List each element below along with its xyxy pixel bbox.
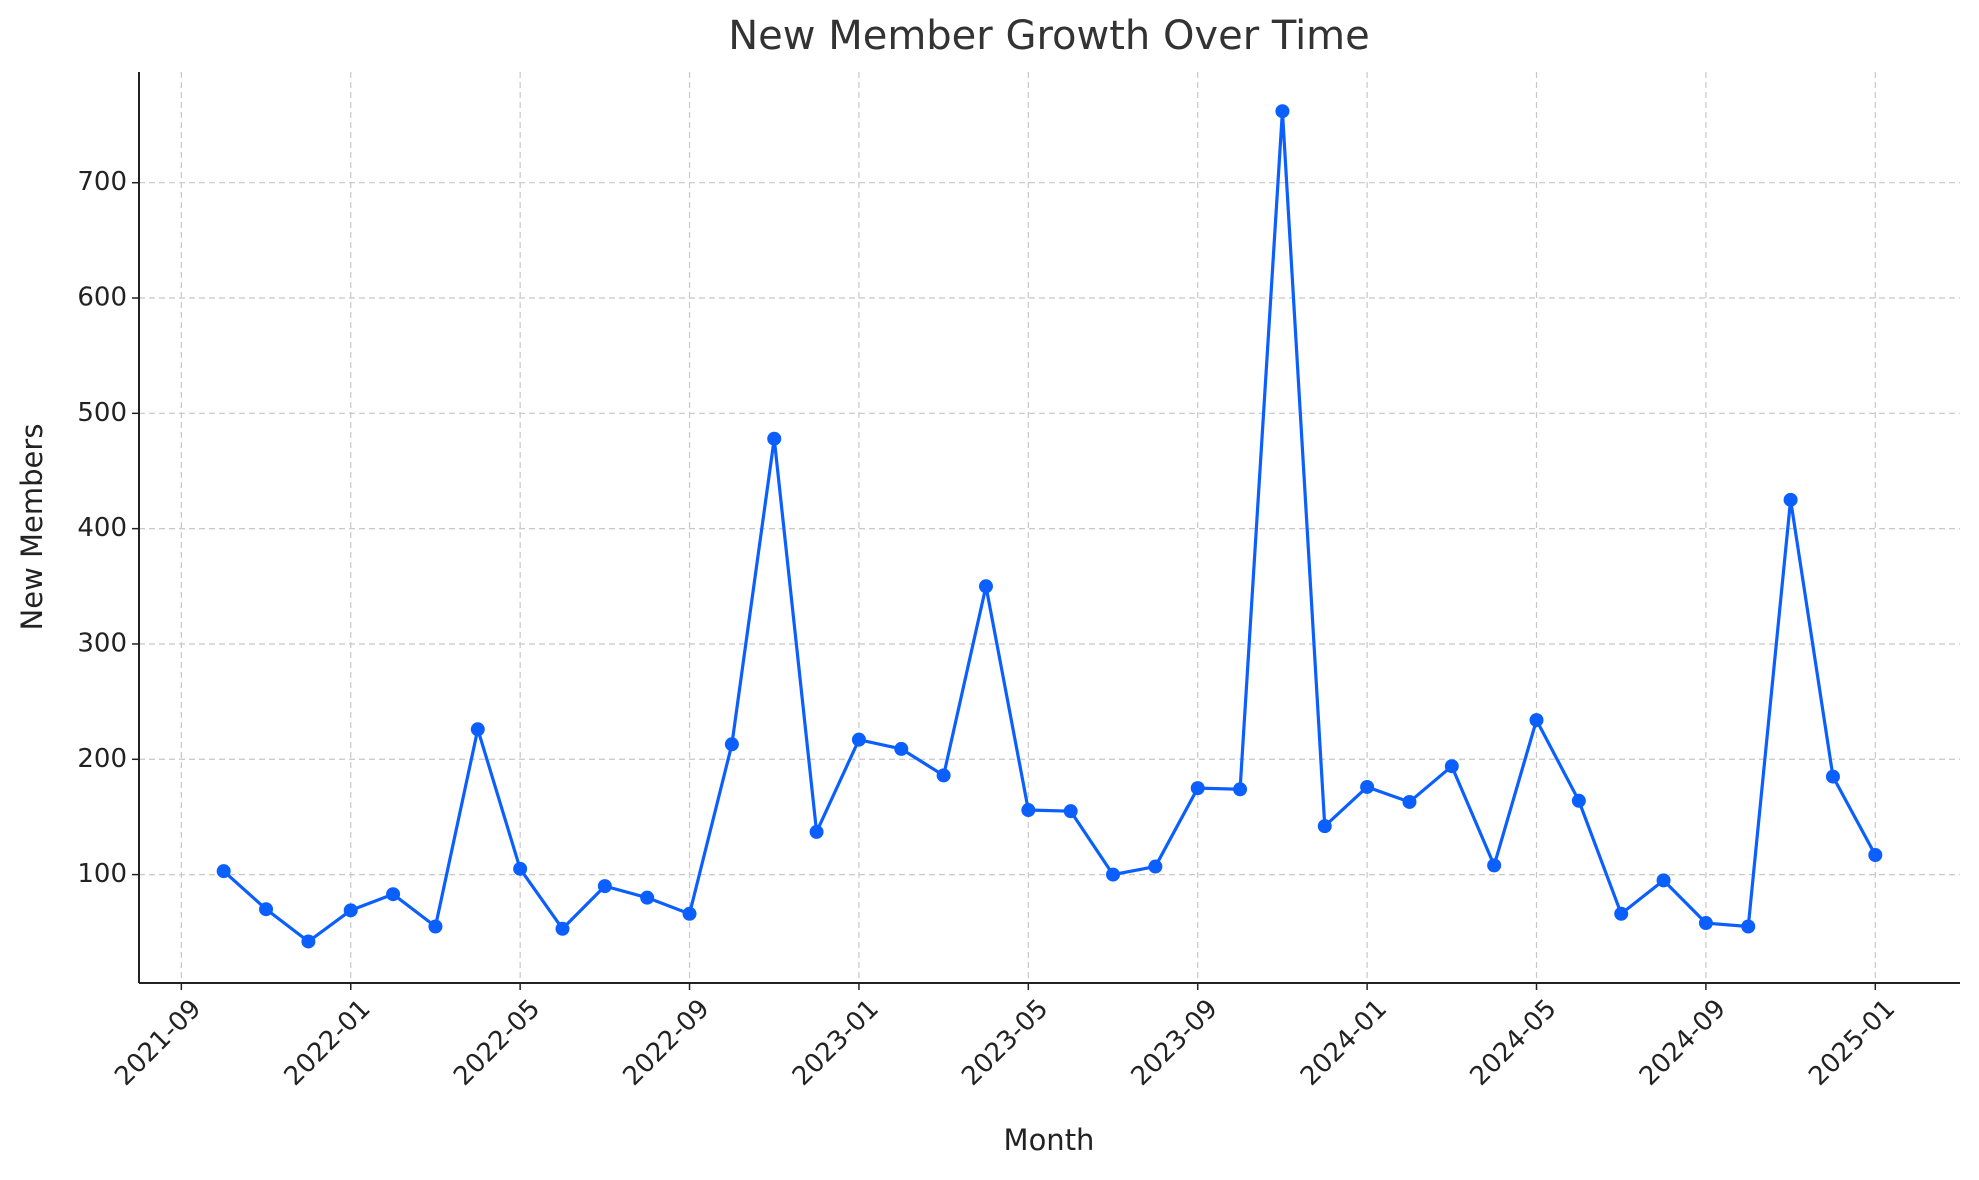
x-tick-label: 2022-05 <box>448 994 546 1092</box>
data-point <box>978 579 993 594</box>
data-point <box>555 921 570 936</box>
data-point <box>1317 819 1332 834</box>
data-point <box>1868 847 1883 862</box>
y-tick-label: 400 <box>77 513 127 543</box>
data-point <box>1783 492 1798 507</box>
x-tick-label: 2022-09 <box>617 994 715 1092</box>
data-point <box>724 737 739 752</box>
data-point <box>809 824 824 839</box>
data-point <box>470 722 485 737</box>
data-line <box>222 111 1877 944</box>
data-point <box>428 919 443 934</box>
data-point <box>597 879 612 894</box>
x-tick-label: 2024-09 <box>1634 994 1732 1092</box>
data-point <box>1190 781 1205 796</box>
data-point <box>1825 769 1840 784</box>
data-point <box>851 732 866 747</box>
x-tick-label: 2025-01 <box>1803 994 1901 1092</box>
data-point <box>1444 759 1459 774</box>
data-point <box>640 890 655 905</box>
data-point <box>767 431 782 446</box>
data-point <box>1233 782 1248 797</box>
x-tick-label: 2023-09 <box>1126 994 1224 1092</box>
data-point <box>1487 858 1502 873</box>
x-axis-label: Month <box>1004 1123 1095 1157</box>
data-point <box>1148 859 1163 874</box>
y-tick-label: 600 <box>77 283 127 313</box>
data-point <box>1275 104 1290 119</box>
data-point <box>1741 919 1756 934</box>
x-tick-label: 2024-05 <box>1464 994 1562 1092</box>
data-point <box>1614 906 1629 921</box>
data-point <box>216 864 231 879</box>
data-point <box>1571 793 1586 808</box>
y-tick-label: 100 <box>77 859 127 889</box>
data-point <box>682 906 697 921</box>
y-tick-label: 300 <box>77 628 127 658</box>
x-tick-label: 2022-01 <box>279 994 377 1092</box>
data-point <box>513 861 528 876</box>
data-point <box>386 887 401 902</box>
y-tick-label: 500 <box>77 398 127 428</box>
data-point <box>1021 803 1036 818</box>
data-point <box>343 903 358 918</box>
data-point <box>1063 804 1078 819</box>
y-tick-label: 700 <box>77 167 127 197</box>
data-point <box>301 934 316 949</box>
data-point <box>259 902 274 917</box>
data-point <box>1402 794 1417 809</box>
data-point <box>936 768 951 783</box>
x-tick-label: 2024-01 <box>1295 994 1393 1092</box>
x-tick-label: 2023-05 <box>956 994 1054 1092</box>
data-point <box>1360 779 1375 794</box>
y-tick-label: 200 <box>77 744 127 774</box>
data-point <box>894 741 909 756</box>
chart-title: New Member Growth Over Time <box>728 13 1370 59</box>
data-point <box>1656 873 1671 888</box>
y-axis-label: New Members <box>15 424 49 631</box>
x-tick-label: 2021-09 <box>109 994 207 1092</box>
data-point <box>1106 867 1121 882</box>
data-point <box>1698 916 1713 931</box>
data-point <box>1529 713 1544 728</box>
x-tick-label: 2023-01 <box>787 994 885 1092</box>
